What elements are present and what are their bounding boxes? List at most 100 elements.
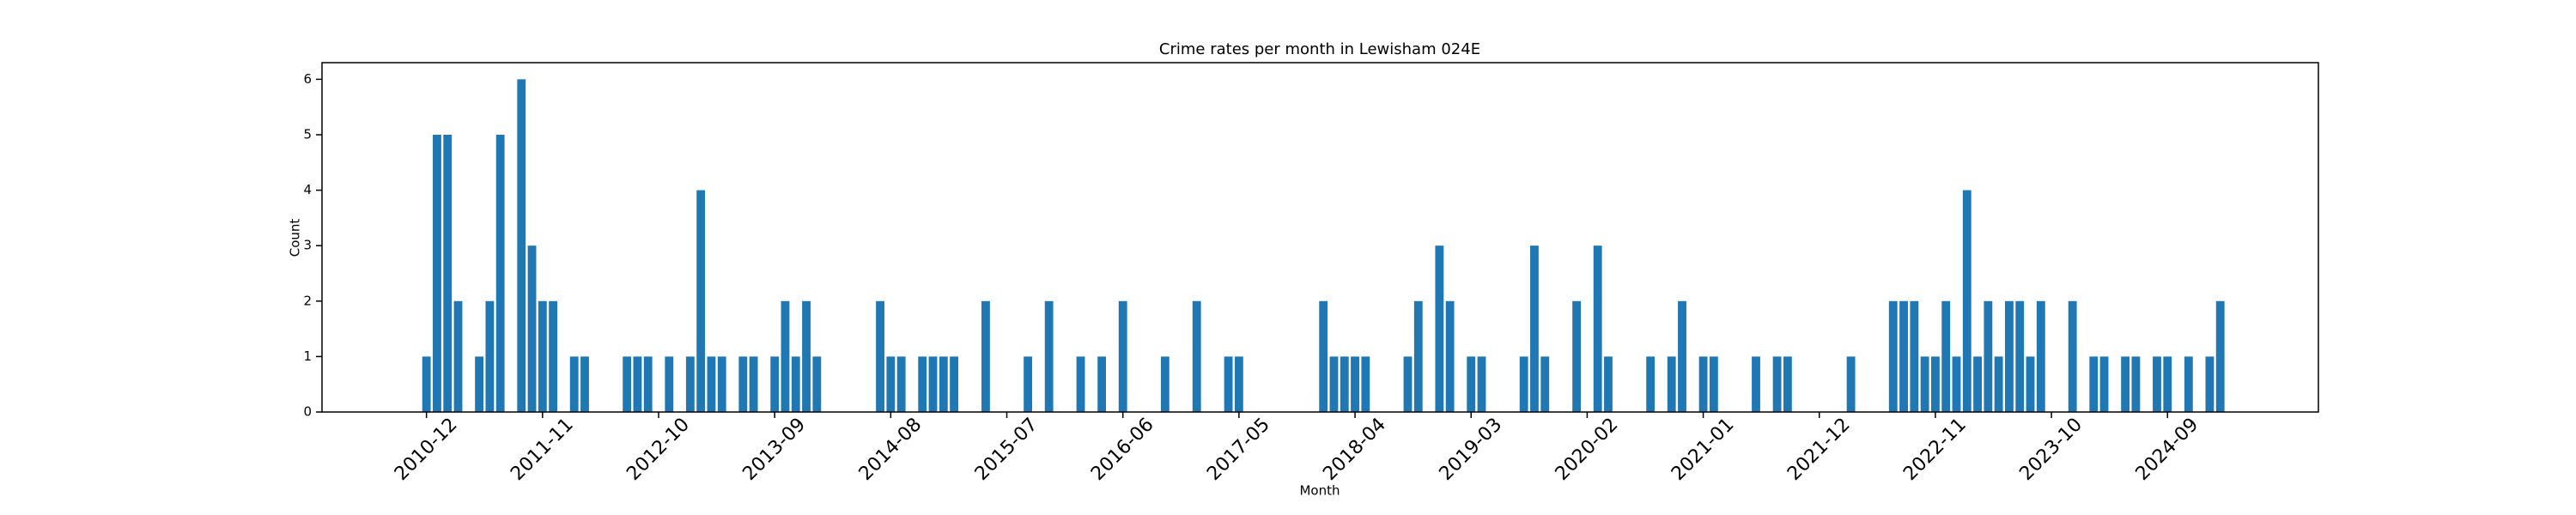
bar	[1340, 356, 1349, 412]
bar	[928, 356, 938, 412]
bar	[939, 356, 948, 412]
bar	[453, 300, 463, 412]
bar	[495, 134, 505, 412]
bar	[1973, 356, 1982, 412]
bar	[1435, 245, 1444, 412]
x-tick-label: 2010-12	[391, 414, 462, 485]
bar	[569, 356, 579, 412]
bar	[665, 356, 674, 412]
bar	[1952, 356, 1961, 412]
bar	[770, 356, 780, 412]
bar	[802, 300, 811, 412]
x-tick-label: 2015-07	[971, 414, 1042, 485]
bar	[1118, 300, 1127, 412]
bar	[475, 356, 484, 412]
bar	[1910, 300, 1919, 412]
bar	[1467, 356, 1476, 412]
plot-frame	[321, 62, 2319, 413]
bar	[1192, 300, 1201, 412]
y-tick-label: 0	[303, 404, 312, 420]
bar	[1329, 356, 1339, 412]
x-tick-label: 2014-08	[855, 414, 927, 485]
bar	[918, 356, 927, 412]
bar	[1413, 300, 1423, 412]
bar	[1530, 245, 1539, 412]
bar	[422, 356, 431, 412]
bar	[886, 356, 896, 412]
bar	[896, 356, 906, 412]
bar	[1899, 300, 1908, 412]
bar	[1361, 356, 1370, 412]
bar	[2215, 300, 2225, 412]
y-tick-label: 5	[303, 126, 312, 142]
bar	[2153, 356, 2161, 412]
bar	[623, 356, 632, 412]
bar	[749, 356, 758, 412]
bar	[2121, 356, 2130, 412]
bar	[1783, 356, 1792, 412]
x-tick-label: 2022-11	[1899, 414, 1971, 485]
x-tick-label: 2016-06	[1087, 414, 1158, 485]
y-tick-label: 4	[303, 182, 312, 197]
bar	[2026, 356, 2035, 412]
bar	[1319, 300, 1328, 412]
x-tick-label: 2021-12	[1783, 414, 1855, 485]
x-tick-label: 2012-10	[623, 414, 694, 485]
bar	[538, 300, 547, 412]
x-tick-label: 2023-10	[2015, 414, 2087, 485]
bar	[633, 356, 642, 412]
bar	[950, 356, 959, 412]
bar	[580, 356, 589, 412]
x-tick-label: 2011-11	[507, 414, 578, 485]
bar	[517, 79, 526, 412]
y-tick-label: 3	[303, 238, 312, 253]
y-tick-label: 1	[303, 348, 312, 364]
bar	[1772, 356, 1782, 412]
x-tick-label: 2013-09	[738, 414, 810, 485]
bar	[1888, 300, 1898, 412]
bar	[1604, 356, 1613, 412]
bar	[443, 134, 453, 412]
x-tick-label: 2021-01	[1668, 414, 1739, 485]
bar	[1984, 300, 1993, 412]
bar	[1846, 356, 1856, 412]
bar	[1572, 300, 1582, 412]
bar	[2163, 356, 2172, 412]
x-tick-label: 2019-03	[1436, 414, 1507, 485]
bar	[1234, 356, 1243, 412]
bar	[2099, 356, 2109, 412]
bar	[1403, 356, 1413, 412]
bar	[1678, 300, 1686, 412]
bar	[527, 245, 537, 412]
bar	[707, 356, 716, 412]
bar	[1044, 300, 1054, 412]
chart-title: Crime rates per month in Lewisham 024E	[1159, 40, 1480, 58]
bar	[549, 300, 558, 412]
bar	[1519, 356, 1528, 412]
bar	[1224, 356, 1233, 412]
bar	[812, 356, 822, 412]
bar	[685, 356, 695, 412]
bar	[1160, 356, 1170, 412]
x-tick-label: 2017-05	[1203, 414, 1274, 485]
bar	[717, 356, 726, 412]
bar	[2005, 300, 2014, 412]
bar	[1646, 356, 1656, 412]
bar	[876, 300, 884, 412]
x-tick-label: 2024-09	[2132, 414, 2203, 485]
bar	[1962, 190, 1971, 413]
bar	[2131, 356, 2141, 412]
bar	[1540, 356, 1550, 412]
bar	[1477, 356, 1486, 412]
bar	[1709, 356, 1718, 412]
x-axis-label: Month	[1299, 483, 1340, 499]
bar	[1994, 356, 2003, 412]
bar	[2184, 356, 2193, 412]
y-tick-label: 6	[303, 71, 312, 87]
bar	[643, 356, 653, 412]
bar	[791, 356, 800, 412]
bar	[738, 356, 748, 412]
bar	[1941, 300, 1951, 412]
bar	[781, 300, 790, 412]
